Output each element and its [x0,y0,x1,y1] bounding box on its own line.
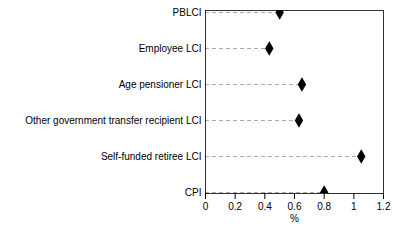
svg-text:Age pensioner LCI: Age pensioner LCI [119,79,202,90]
svg-text:CPI: CPI [185,187,202,198]
svg-text:Self-funded retiree LCI: Self-funded retiree LCI [101,151,202,162]
svg-text:1.2: 1.2 [377,201,391,212]
svg-text:0.4: 0.4 [258,201,272,212]
svg-text:%: % [290,213,299,224]
svg-text:0.8: 0.8 [317,201,331,212]
svg-text:0: 0 [203,201,209,212]
svg-text:1: 1 [351,201,357,212]
svg-text:0.2: 0.2 [228,201,242,212]
svg-text:Employee LCI: Employee LCI [139,43,202,54]
svg-text:PBLCI: PBLCI [173,7,202,18]
svg-text:Other government transfer reci: Other government transfer recipient LCI [25,115,201,126]
svg-text:0.6: 0.6 [288,201,302,212]
